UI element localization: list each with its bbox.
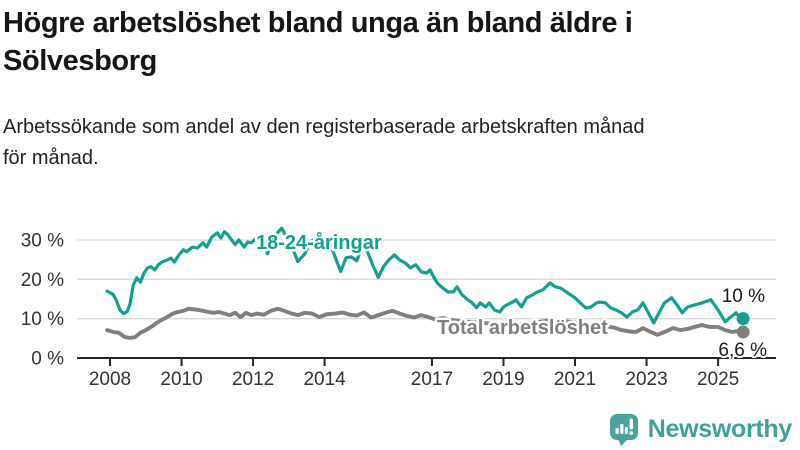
youth-series-line (105, 226, 745, 325)
total-series-label: Total arbetslöshet (437, 317, 608, 339)
total-end-value-label: 6,6 % (718, 340, 767, 361)
x-tick-label: 2025 (697, 369, 739, 390)
series-end-dots (736, 312, 750, 339)
gridlines (77, 239, 776, 320)
x-tick-label: 2010 (160, 369, 202, 390)
x-tick-label: 2023 (625, 369, 667, 390)
total-series-line (105, 306, 746, 340)
x-tick-label: 2017 (411, 369, 453, 390)
chart-subtitle-line1: Arbetssökande som andel av den registerb… (3, 116, 645, 138)
x-tick-label: 2014 (303, 369, 346, 390)
x-tick-label: 2008 (89, 369, 131, 390)
x-tick-label: 2021 (554, 369, 596, 390)
total-series-end-dot (736, 325, 750, 339)
chart-header: Högre arbetslöshet bland unga än bland ä… (3, 4, 797, 80)
chart-subtitle-line2: för månad. (3, 147, 99, 169)
bar-chart-speech-bubble-icon (609, 414, 638, 446)
chart-subtitle: Arbetssökande som andel av den registerb… (3, 112, 793, 174)
youth-series-label: 18-24-åringar (256, 231, 382, 254)
x-tick-label: 2012 (232, 369, 274, 390)
chart-title: Högre arbetslöshet bland unga än bland ä… (3, 4, 797, 80)
axes (77, 357, 776, 366)
y-tick-label: 30 % (21, 231, 64, 252)
chart-title-line2: Sölvesborg (3, 45, 157, 77)
series-lines (105, 226, 746, 340)
y-tick-label: 10 % (21, 309, 64, 330)
newsworthy-logo[interactable]: Newsworthy (607, 412, 792, 446)
axis-tick-labels: 0 % 10 % 20 % 30 % 2008 2010 2012 2014 2017 2019 2… (21, 231, 740, 390)
newsworthy-logo-text: Newsworthy (647, 414, 793, 443)
y-tick-label: 0 % (31, 349, 64, 370)
chart-title-line1: Högre arbetslöshet bland unga än bland ä… (3, 7, 633, 39)
youth-series-end-dot (736, 312, 750, 326)
y-tick-label: 20 % (21, 270, 64, 291)
youth-end-value-label: 10 % (722, 286, 765, 307)
x-tick-label: 2019 (482, 369, 524, 390)
